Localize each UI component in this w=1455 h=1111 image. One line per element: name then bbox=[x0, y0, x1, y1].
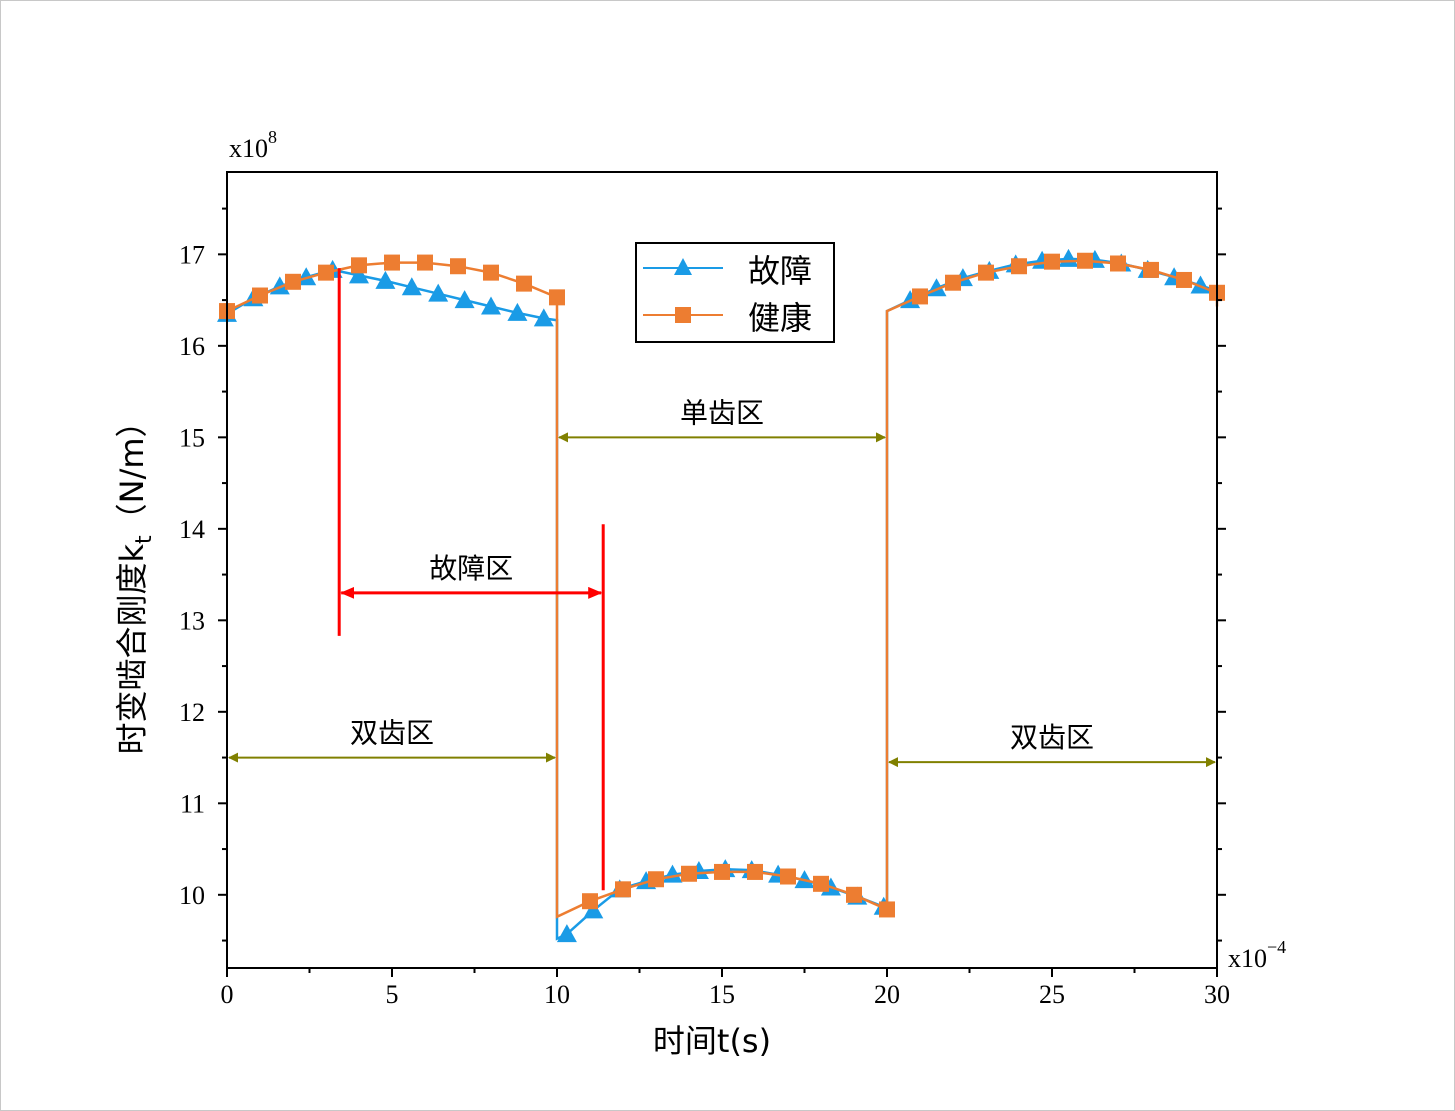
data-point-square bbox=[582, 893, 598, 910]
data-point-square bbox=[1143, 261, 1159, 278]
data-point-square bbox=[846, 886, 862, 903]
y-tick-label: 14 bbox=[179, 515, 205, 544]
data-point-square bbox=[549, 289, 565, 306]
data-point-square bbox=[1110, 255, 1126, 272]
data-point-triangle bbox=[583, 900, 604, 919]
data-point-square bbox=[417, 254, 433, 271]
x-tick-label: 25 bbox=[1039, 980, 1065, 1009]
data-point-square bbox=[351, 257, 367, 274]
data-point-square bbox=[1044, 253, 1060, 270]
data-point-triangle bbox=[556, 924, 577, 943]
data-point-square bbox=[978, 264, 994, 281]
annotation-label: 双齿区 bbox=[350, 717, 434, 750]
x-tick-label: 15 bbox=[709, 980, 735, 1009]
data-point-triangle bbox=[507, 302, 528, 321]
legend: 故障 健康 bbox=[635, 242, 835, 343]
x-tick-label: 0 bbox=[221, 980, 234, 1009]
x-tick-label: 30 bbox=[1204, 980, 1230, 1009]
y-multiplier: x108 bbox=[229, 127, 277, 163]
data-point-triangle bbox=[533, 308, 554, 327]
data-point-square bbox=[879, 901, 895, 918]
x-tick-label: 5 bbox=[386, 980, 399, 1009]
data-point-square bbox=[285, 273, 301, 290]
annotation-label: 故障区 bbox=[429, 552, 513, 585]
data-point-triangle bbox=[401, 277, 422, 296]
data-point-square bbox=[945, 274, 961, 291]
annotation-label: 双齿区 bbox=[1010, 721, 1094, 754]
y-tick-label: 12 bbox=[179, 698, 205, 727]
y-axis-label: 时变啮合刚度kt（N/m） bbox=[113, 405, 157, 754]
data-point-square bbox=[681, 865, 697, 882]
data-point-square bbox=[318, 264, 334, 281]
data-point-square bbox=[615, 881, 631, 898]
legend-triangle-icon bbox=[674, 258, 692, 275]
series-0 bbox=[217, 248, 1218, 943]
y-tick-label: 10 bbox=[179, 881, 205, 910]
data-point-triangle bbox=[428, 283, 449, 302]
data-point-square bbox=[747, 863, 763, 880]
y-tick-label: 17 bbox=[179, 240, 205, 269]
y-tick-label: 16 bbox=[179, 332, 205, 361]
data-point-square bbox=[252, 287, 268, 304]
series-line bbox=[226, 257, 1218, 941]
y-tick-label: 11 bbox=[180, 789, 205, 818]
y-tick-label: 13 bbox=[179, 606, 205, 635]
data-point-square bbox=[1176, 271, 1192, 288]
data-point-triangle bbox=[481, 296, 501, 315]
data-point-square bbox=[384, 254, 400, 271]
data-point-square bbox=[714, 863, 730, 880]
series-1 bbox=[219, 252, 1225, 919]
legend-square-icon bbox=[675, 307, 691, 323]
data-point-square bbox=[780, 868, 796, 885]
x-axis-label: 时间t(s) bbox=[653, 1022, 771, 1060]
y-tick-label: 15 bbox=[179, 423, 205, 452]
annotation-label: 单齿区 bbox=[680, 396, 764, 429]
data-point-triangle bbox=[375, 270, 396, 289]
data-point-square bbox=[450, 258, 466, 275]
legend-label-healthy: 健康 bbox=[748, 299, 812, 337]
data-point-square bbox=[483, 264, 499, 281]
x-multiplier: x10−4 bbox=[1228, 937, 1286, 973]
data-point-square bbox=[813, 875, 829, 892]
data-point-square bbox=[648, 871, 664, 888]
data-point-square bbox=[1077, 252, 1093, 269]
legend-label-fault: 故障 bbox=[748, 252, 812, 290]
data-point-square bbox=[1011, 258, 1027, 275]
data-point-triangle bbox=[454, 290, 475, 309]
data-point-triangle bbox=[349, 265, 369, 284]
data-point-square bbox=[516, 275, 532, 292]
x-tick-label: 10 bbox=[544, 980, 570, 1009]
data-point-square bbox=[912, 288, 928, 305]
x-tick-label: 20 bbox=[874, 980, 900, 1009]
series-line bbox=[226, 259, 1219, 919]
